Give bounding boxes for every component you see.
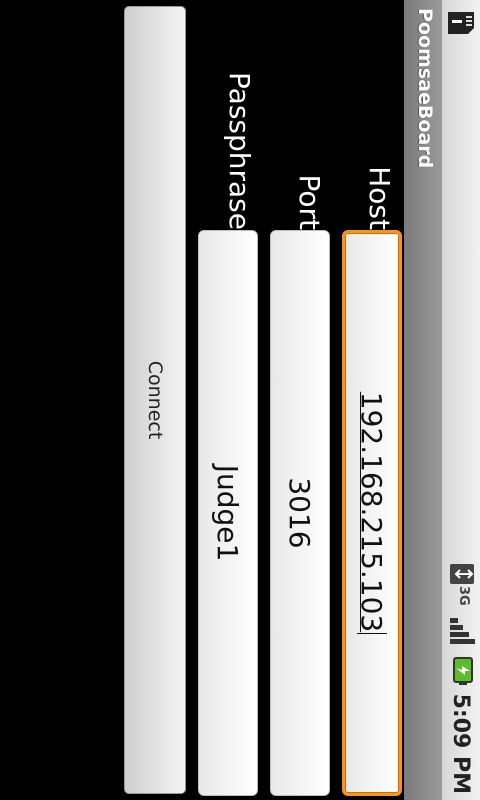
status-bar: 3G 5:09 PM (442, 0, 480, 800)
app-title: PoomsaeBoard (414, 8, 436, 169)
clock: 5:09 PM (448, 693, 474, 794)
host-label: Host (363, 166, 396, 230)
passphrase-label: Passphrase (223, 72, 256, 230)
title-bar: PoomsaeBoard (404, 0, 442, 800)
data-transfer-icon: 3G (444, 563, 478, 608)
text-cursor (357, 633, 387, 635)
port-input[interactable]: 3016 (270, 230, 330, 796)
connect-button[interactable]: Connect (124, 6, 186, 794)
port-label: Port (293, 174, 326, 230)
passphrase-input[interactable]: Judge1 (198, 230, 258, 796)
signal-strength-icon (444, 616, 478, 648)
status-icons: 3G 5:09 PM (442, 563, 480, 794)
battery-charging-icon (444, 656, 478, 686)
host-input[interactable]: 192.168.215.103 (342, 230, 402, 796)
passphrase-value: Judge1 (211, 464, 245, 562)
port-value: 3016 (283, 477, 317, 549)
network-type-label: 3G (456, 586, 471, 606)
host-value: 192.168.215.103 (355, 391, 389, 633)
sd-card-icon (446, 8, 476, 36)
